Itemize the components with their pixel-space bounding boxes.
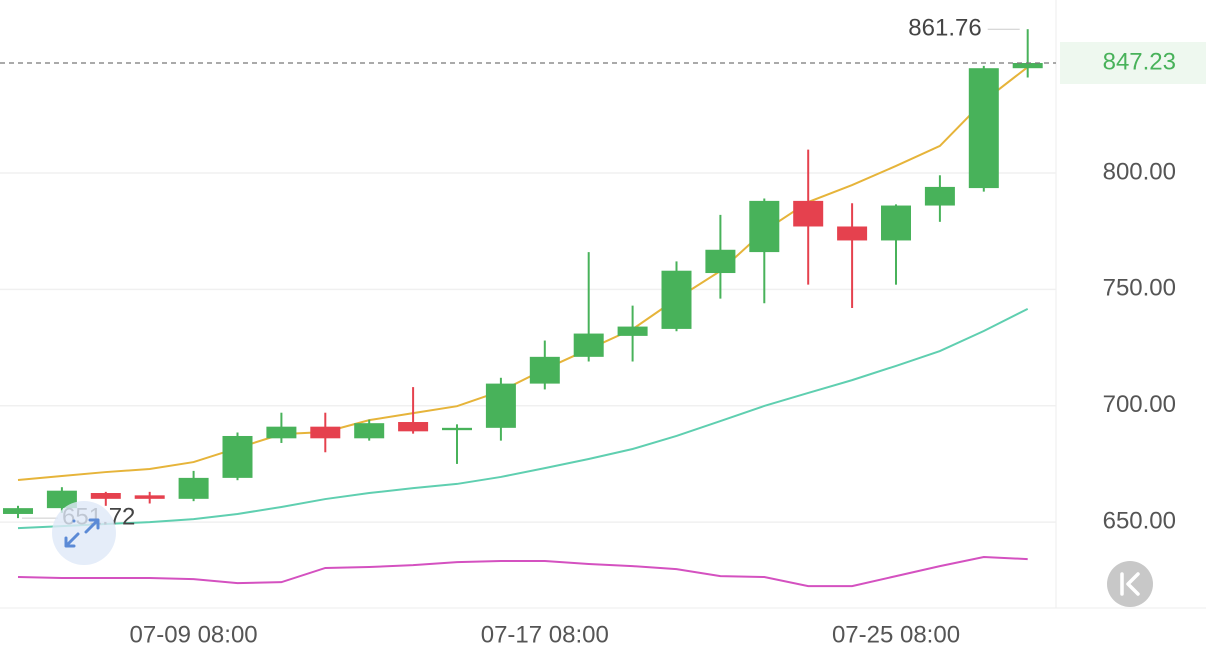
candle-body: [837, 226, 868, 241]
jump-icon[interactable]: [1120, 572, 1140, 596]
candle-body: [310, 426, 341, 439]
candle-body: [793, 200, 824, 227]
candle-body: [881, 205, 911, 241]
candle-body: [749, 200, 780, 253]
candle-body: [661, 270, 692, 329]
moving-averages: [17, 66, 1029, 588]
candle-body: [134, 495, 165, 499]
x-tick-label: 07-09 08:00: [130, 621, 258, 648]
expand-button[interactable]: [52, 501, 116, 565]
ma-line: [17, 307, 1029, 530]
y-tick-label: 650.00: [1103, 507, 1176, 534]
candle-body: [573, 333, 604, 357]
candle-body: [529, 356, 560, 384]
candle-body: [222, 435, 253, 478]
candle-body: [398, 422, 429, 432]
high-label: 861.76: [908, 15, 981, 42]
candle-body: [968, 68, 999, 189]
jump-latest-button[interactable]: [1107, 561, 1153, 607]
candle-body: [705, 249, 736, 274]
labels: 650.00 700.00 750.00 800.00 07-09 08:00 07-17…: [0, 15, 1206, 648]
ma-line: [17, 556, 1028, 588]
candle-body: [617, 326, 648, 336]
candle-body: [354, 423, 385, 439]
expand-icon[interactable]: [64, 518, 100, 548]
x-tick-label: 07-17 08:00: [481, 621, 609, 648]
candle-body: [442, 427, 472, 431]
x-tick-label: 07-25 08:00: [832, 621, 960, 648]
candle-body: [3, 508, 33, 514]
candles: [3, 29, 1043, 519]
y-tick-label: 700.00: [1103, 391, 1176, 418]
last-price-box: [1060, 42, 1206, 85]
last-price-label: 847.23: [1103, 48, 1176, 75]
y-tick-label: 800.00: [1103, 158, 1176, 185]
candle-body: [90, 493, 121, 499]
candle-body: [924, 186, 955, 206]
candle-body: [266, 426, 297, 439]
y-tick-label: 750.00: [1103, 275, 1176, 302]
ma-line: [17, 66, 1029, 481]
candle-body: [46, 490, 77, 509]
candle-body: [1012, 63, 1043, 69]
candle-body: [485, 383, 516, 428]
candle-body: [178, 477, 209, 499]
button-bg[interactable]: [52, 501, 116, 565]
